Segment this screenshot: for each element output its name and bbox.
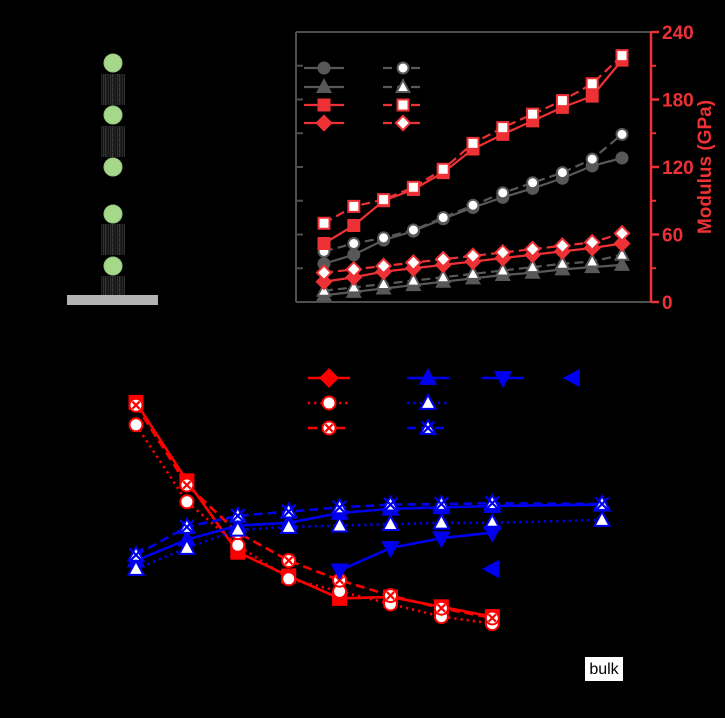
- legend-entry: [308, 368, 350, 388]
- modulus-tick-label: 60: [662, 226, 683, 247]
- ligand-block: [101, 74, 125, 105]
- legend-entry: [383, 61, 423, 75]
- ligand-block: [101, 276, 125, 295]
- nanoparticle-stack-schematic: [67, 53, 158, 305]
- legend-entry: [304, 98, 344, 112]
- series-red-square-dashed-open: [317, 49, 629, 230]
- nanoparticle-sphere: [103, 157, 123, 177]
- legend-entry: [383, 114, 423, 132]
- series-red-circle-x-dashed: [128, 397, 500, 626]
- series-blue-triangle-dotted-open: [126, 509, 612, 576]
- legend-entry: [562, 368, 580, 388]
- series-red-square-solid: [317, 53, 629, 250]
- legend-entry: [304, 78, 344, 93]
- nanoparticle-sphere: [103, 256, 123, 276]
- bottom-chart: bulk: [126, 367, 623, 681]
- ligand-block: [101, 126, 125, 157]
- nanoparticle-sphere: [103, 53, 123, 73]
- legend-entry: [304, 114, 344, 132]
- series-blue-triangle-left-point: [482, 559, 500, 579]
- series-blue-triangle-down-solid: [330, 525, 502, 581]
- ligand-block: [101, 224, 125, 255]
- top-chart-legend: [304, 61, 423, 132]
- legend-entry: [304, 61, 344, 75]
- modulus-tick-label: 0: [662, 293, 673, 314]
- legend-entry: [308, 420, 350, 436]
- series-gray-triangle-dashed-open: [315, 245, 631, 297]
- bottom-chart-legend: [308, 367, 580, 436]
- legend-entry: [407, 367, 449, 385]
- bulk-annotation-text: bulk: [589, 661, 619, 678]
- bulk-annotation: bulk: [585, 657, 623, 681]
- legend-entry: [383, 78, 423, 93]
- top-modulus-chart: Modulus (GPa) 0 60 120 180 240: [295, 23, 716, 314]
- nanoparticle-sphere: [103, 204, 123, 224]
- modulus-tick-label: 180: [662, 91, 694, 112]
- series-blue-triangle-x-dashed-open: [126, 493, 612, 563]
- modulus-tick-label: 240: [662, 23, 694, 44]
- legend-entry: [407, 417, 449, 436]
- bulk-annotation-box: [585, 657, 623, 681]
- series-red-diamond-dashed-open: [315, 224, 631, 282]
- top-chart-axes: [295, 31, 651, 303]
- legend-entry: [482, 371, 524, 389]
- legend-entry: [308, 395, 350, 411]
- substrate-bar: [67, 295, 158, 305]
- legend-entry: [383, 98, 423, 112]
- nanoparticle-sphere: [103, 105, 123, 125]
- modulus-axis-title: Modulus (GPa): [695, 100, 716, 234]
- legend-entry: [407, 392, 449, 410]
- modulus-axis: 0 60 120 180 240: [649, 23, 694, 314]
- modulus-tick-label: 120: [662, 158, 694, 179]
- series-gray-circle-dashed-open: [317, 127, 629, 258]
